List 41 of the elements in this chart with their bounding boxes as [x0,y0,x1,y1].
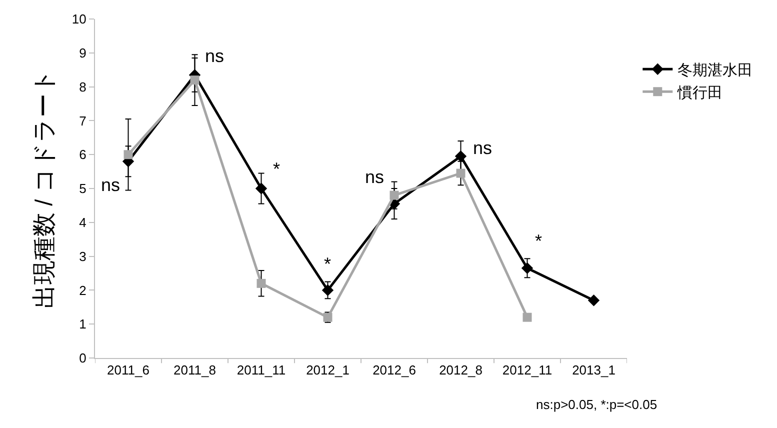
x-tick-label: 2011_8 [174,362,216,378]
y-tick-label: 9 [79,45,86,60]
y-tick-label: 0 [79,350,86,366]
point [256,278,266,288]
y-tick-label: 1 [79,316,86,332]
point [588,294,600,306]
x-tick-label: 2013_1 [572,362,616,378]
annotation: ns [205,46,224,66]
y-tick-label: 5 [79,181,86,196]
annotation: ns [101,175,120,195]
point [521,262,534,274]
y-tick-label: 8 [79,79,86,94]
annotation: ns [473,138,492,158]
y-tick-label: 2 [79,282,86,298]
x-tick-label: 2012_11 [502,362,552,378]
point [390,190,399,200]
point [454,150,467,162]
point [322,284,334,296]
annotation: ns [365,167,384,187]
x-tick-label: 2012_1 [306,362,350,378]
text: ns:p>0.05, *:p=<0.05 [536,397,658,412]
point [190,76,200,85]
x-tick-label: 2012_6 [372,362,416,378]
y-tick-label: 4 [79,214,86,230]
legend-label: 冬期湛水田 [678,62,753,79]
annotation: * [535,231,542,251]
point [255,182,268,194]
point [522,312,532,322]
y-tick-label: 10 [72,12,86,27]
y-tick-label: 7 [79,113,86,128]
annotation: * [273,159,280,179]
y-axis-title: 出現種数 / コドラート [31,68,58,309]
legend-label: 慣行田 [676,84,723,102]
y-tick-label: 3 [79,248,86,264]
point [124,150,133,160]
annotation: * [324,254,332,274]
x-tick-label: 2011_11 [236,362,286,378]
y-tick-label: 6 [79,147,86,162]
x-tick-label: 2011_6 [107,362,150,378]
x-tick-label: 2012_8 [439,362,482,378]
point [456,168,466,178]
